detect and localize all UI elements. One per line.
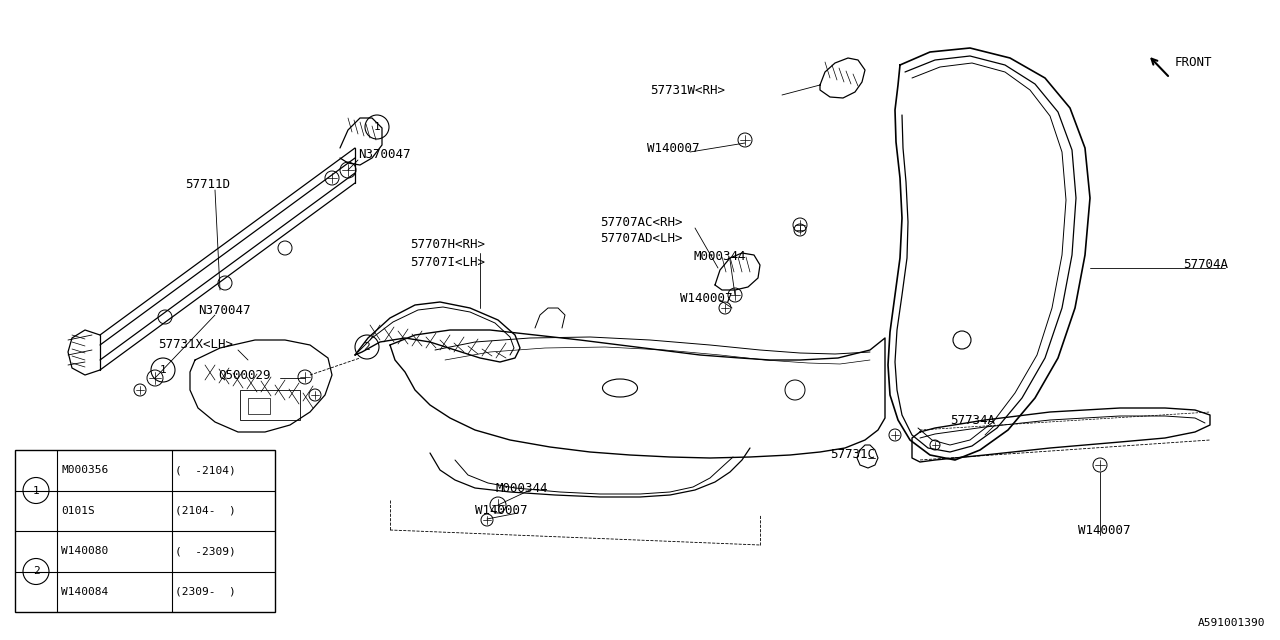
- Text: 1: 1: [160, 365, 166, 375]
- Text: 57734A: 57734A: [950, 413, 995, 426]
- Text: 1: 1: [374, 122, 380, 132]
- Text: 57731C: 57731C: [829, 449, 876, 461]
- Text: M000344: M000344: [692, 250, 745, 264]
- Text: 0101S: 0101S: [61, 506, 95, 516]
- Text: 57707H<RH>: 57707H<RH>: [410, 239, 485, 252]
- Text: N370047: N370047: [358, 148, 411, 161]
- Text: W140080: W140080: [61, 547, 109, 556]
- Text: W140007: W140007: [646, 141, 699, 154]
- Text: (  -2309): ( -2309): [175, 547, 236, 556]
- Text: W140084: W140084: [61, 587, 109, 596]
- Bar: [248, 398, 270, 414]
- Bar: [15, 450, 275, 612]
- Text: 57711D: 57711D: [186, 179, 230, 191]
- Text: 57731X<LH>: 57731X<LH>: [157, 339, 233, 351]
- Bar: [241, 390, 300, 420]
- Text: (2104-  ): (2104- ): [175, 506, 236, 516]
- Text: 57707AD<LH>: 57707AD<LH>: [600, 232, 682, 246]
- Text: 2: 2: [32, 566, 40, 577]
- Text: 57704A: 57704A: [1183, 259, 1228, 271]
- Text: W140007: W140007: [475, 504, 527, 516]
- Text: 2: 2: [364, 342, 370, 352]
- Text: 1: 1: [32, 486, 40, 495]
- Text: A591001390: A591001390: [1198, 618, 1265, 628]
- Text: 57731W<RH>: 57731W<RH>: [650, 83, 724, 97]
- Text: 57707I<LH>: 57707I<LH>: [410, 257, 485, 269]
- Text: W140007: W140007: [680, 291, 732, 305]
- Text: M000344: M000344: [495, 481, 548, 495]
- Text: M000356: M000356: [61, 465, 109, 476]
- Text: (  -2104): ( -2104): [175, 465, 236, 476]
- Text: W140007: W140007: [1078, 524, 1130, 536]
- Text: (2309-  ): (2309- ): [175, 587, 236, 596]
- Text: 57707AC<RH>: 57707AC<RH>: [600, 216, 682, 228]
- Text: N370047: N370047: [198, 303, 251, 317]
- Text: FRONT: FRONT: [1175, 56, 1212, 70]
- Text: Q500029: Q500029: [218, 369, 270, 381]
